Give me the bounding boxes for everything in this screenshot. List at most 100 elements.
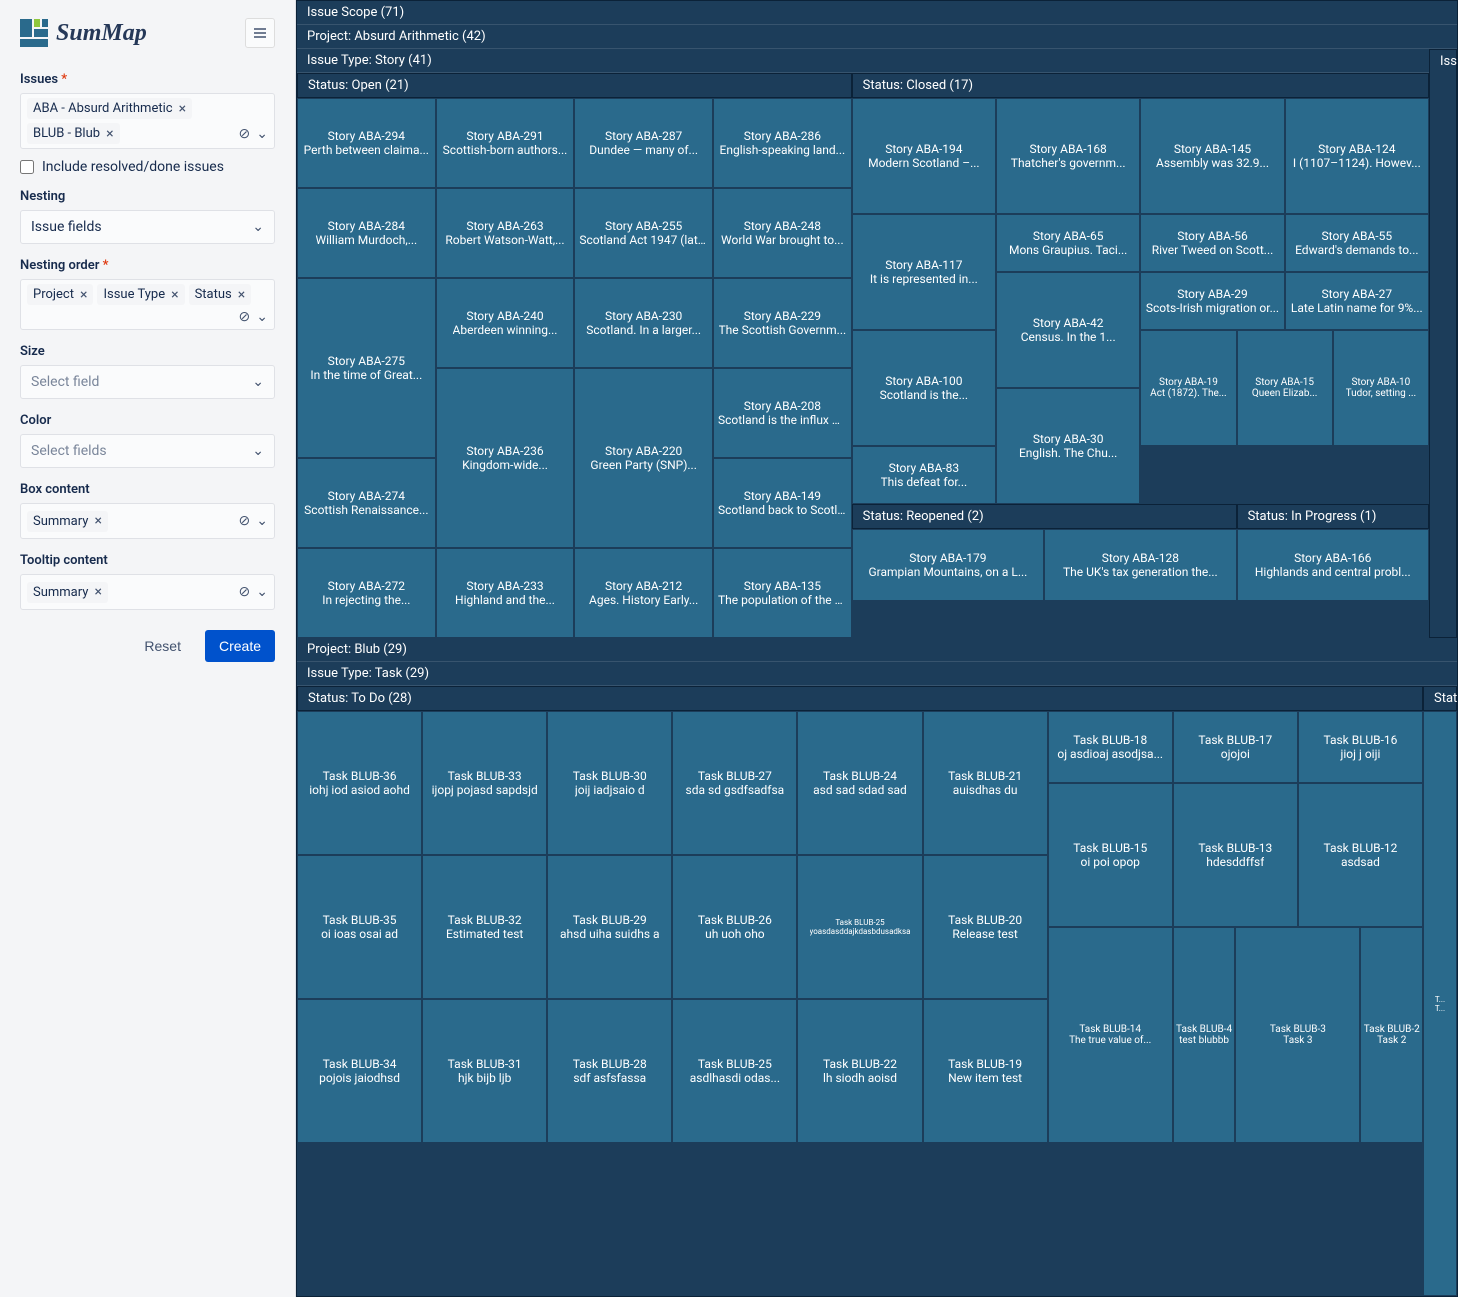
treemap-cell[interactable]: Task BLUB-13hdesddffsf <box>1173 783 1298 927</box>
treemap-cell[interactable]: Story ABA-128The UK's tax generation the… <box>1044 529 1236 601</box>
treemap-cell[interactable]: Story ABA-179Grampian Mountains, on a L.… <box>852 529 1044 601</box>
treemap-cell[interactable]: Story ABA-274Scottish Renaissance... <box>297 458 436 548</box>
treemap-cell[interactable]: Story ABA-27Late Latin name for 9%... <box>1285 272 1429 330</box>
treemap-cell[interactable]: Story ABA-233Highland and the... <box>436 548 575 638</box>
treemap-cell[interactable]: Task BLUB-25yoasdasddajkdasbdusadksa <box>797 855 922 999</box>
menu-toggle-button[interactable] <box>245 18 275 48</box>
treemap-cell[interactable]: Story ABA-65Mons Graupius. Taci... <box>996 214 1140 272</box>
treemap-cell[interactable]: Task BLUB-24asd sad sdad sad <box>797 711 922 855</box>
remove-tag-icon[interactable]: × <box>238 288 245 302</box>
treemap-canvas: Issue Scope (71) Project: Absurd Arithme… <box>295 0 1458 1297</box>
treemap-cell[interactable]: Story ABA-284William Murdoch,... <box>297 188 436 278</box>
remove-tag-icon[interactable]: × <box>106 127 113 141</box>
treemap-cell[interactable]: Task BLUB-35oi ioas osai ad <box>297 855 422 999</box>
treemap-cell[interactable]: Task BLUB-17ojojoi <box>1173 711 1298 783</box>
treemap-cell[interactable]: Task BLUB-14The true value of... <box>1048 927 1173 1143</box>
tooltip-content-tag-input[interactable]: Summary× ⊘⌄ <box>20 574 275 610</box>
treemap-cell[interactable]: Story ABA-248World War brought to... <box>713 188 852 278</box>
treemap-cell[interactable]: Task BLUB-22lh siodh aoisd <box>797 999 922 1143</box>
box-content-tag-input[interactable]: Summary× ⊘⌄ <box>20 503 275 539</box>
treemap-cell[interactable]: Story ABA-30English. The Chu... <box>996 388 1140 504</box>
nesting-select[interactable]: Issue fields ⌄ <box>20 210 275 244</box>
treemap-cell[interactable]: Story ABA-100Scotland is the... <box>852 330 996 446</box>
chevron-down-icon[interactable]: ⌄ <box>256 584 268 600</box>
treemap-cell[interactable]: Story ABA-236Kingdom-wide... <box>436 368 575 548</box>
clear-all-icon[interactable]: ⊘ <box>239 309 251 325</box>
treemap-cell[interactable]: Story ABA-291Scottish-born authors... <box>436 98 575 188</box>
treemap-cell[interactable]: Task BLUB-27sda sd gsdfsadfsa <box>672 711 797 855</box>
treemap-cell[interactable]: Task BLUB-2Task 2 <box>1360 927 1423 1143</box>
treemap-cell[interactable]: Story ABA-294Perth between claima... <box>297 98 436 188</box>
treemap-cell[interactable]: Task BLUB-4test blubbb <box>1173 927 1236 1143</box>
size-select[interactable]: Select field ⌄ <box>20 365 275 399</box>
treemap-cell[interactable]: Story ABA-240Aberdeen winning... <box>436 278 575 368</box>
chevron-down-icon[interactable]: ⌄ <box>256 126 268 142</box>
chevron-down-icon[interactable]: ⌄ <box>256 513 268 529</box>
treemap-cell[interactable]: Task BLUB-16jioj j oiji <box>1298 711 1423 783</box>
treemap-cell[interactable]: Story ABA-229The Scottish Governm... <box>713 278 852 368</box>
treemap-cell[interactable]: Task BLUB-19New item test <box>923 999 1048 1143</box>
treemap-cell[interactable]: Story ABA-194Modern Scotland –... <box>852 98 996 214</box>
treemap-cell[interactable]: Story ABA-29Scots-Irish migration or... <box>1140 272 1284 330</box>
chevron-down-icon[interactable]: ⌄ <box>256 309 268 325</box>
remove-tag-icon[interactable]: × <box>94 514 101 528</box>
treemap-cell[interactable]: Story ABA-55Edward's demands to... <box>1285 214 1429 272</box>
treemap-cell[interactable]: Story ABA-56River Tweed on Scott... <box>1140 214 1284 272</box>
reset-button[interactable]: Reset <box>130 630 195 662</box>
treemap-cell[interactable]: Story ABA-208Scotland is the influx of..… <box>713 368 852 458</box>
remove-tag-icon[interactable]: × <box>179 102 186 116</box>
issues-tag-input[interactable]: ABA - Absurd Arithmetic× BLUB - Blub× ⊘⌄ <box>20 93 275 149</box>
treemap-cell[interactable]: T... T... <box>1423 711 1457 1296</box>
clear-all-icon[interactable]: ⊘ <box>239 126 251 142</box>
treemap-cell[interactable]: Task BLUB-26uh uoh oho <box>672 855 797 999</box>
treemap-cell[interactable]: Task BLUB-33ijopj pojasd sapdsjd <box>422 711 547 855</box>
treemap-cell[interactable]: Story ABA-19Act (1872). The... <box>1140 330 1236 446</box>
treemap-cell[interactable]: Story ABA-149Scotland back to Scotland..… <box>713 458 852 548</box>
treemap-cell[interactable]: Task BLUB-28sdf asfsfassa <box>547 999 672 1143</box>
treemap-cell[interactable]: Story ABA-272In rejecting the... <box>297 548 436 638</box>
treemap-cell[interactable]: Story ABA-168Thatcher's governm... <box>996 98 1140 214</box>
treemap-cell[interactable]: Task BLUB-29ahsd uiha suidhs a <box>547 855 672 999</box>
clear-all-icon[interactable]: ⊘ <box>239 584 251 600</box>
treemap-cell[interactable]: Story ABA-145Assembly was 32.9... <box>1140 98 1284 214</box>
treemap-cell[interactable]: Task BLUB-12asdsad <box>1298 783 1423 927</box>
remove-tag-icon[interactable]: × <box>94 585 101 599</box>
treemap-cell[interactable]: Task BLUB-31hjk bijb ljb <box>422 999 547 1143</box>
treemap-cell[interactable]: Story ABA-124I (1107–1124). Howev... <box>1285 98 1429 214</box>
treemap-cell[interactable]: Story ABA-135The population of the west … <box>713 548 852 638</box>
treemap-cell[interactable]: Task BLUB-34pojois jaiodhsd <box>297 999 422 1143</box>
treemap-cell[interactable]: Story ABA-255Scotland Act 1947 (later... <box>574 188 713 278</box>
treemap-cell[interactable]: Task BLUB-3Task 3 <box>1235 927 1360 1143</box>
nesting-order-tag-input[interactable]: Project× Issue Type× Status× ⊘⌄ <box>20 279 275 330</box>
treemap-cell[interactable]: Story ABA-286English-speaking land... <box>713 98 852 188</box>
treemap-cell[interactable]: Story ABA-15Queen Elizab... <box>1237 330 1333 446</box>
tooltip-content-label: Tooltip content <box>20 553 275 568</box>
treemap-cell[interactable]: Task BLUB-21auisdhas du <box>923 711 1048 855</box>
color-select[interactable]: Select fields ⌄ <box>20 434 275 468</box>
treemap-cell[interactable]: Story ABA-10Tudor, setting ... <box>1333 330 1429 446</box>
treemap-cell[interactable]: Task BLUB-32Estimated test <box>422 855 547 999</box>
treemap-cell[interactable]: Task BLUB-36iohj iod asiod aohd <box>297 711 422 855</box>
treemap-cell[interactable]: Task BLUB-25asdlhasdi odas... <box>672 999 797 1143</box>
treemap-cell[interactable]: Story ABA-263Robert Watson-Watt,... <box>436 188 575 278</box>
treemap-cell[interactable]: Task BLUB-20Release test <box>923 855 1048 999</box>
clear-all-icon[interactable]: ⊘ <box>239 513 251 529</box>
treemap-cell[interactable]: Task BLUB-18oj asdioaj asodjsa... <box>1048 711 1173 783</box>
chevron-down-icon: ⌄ <box>252 443 264 459</box>
remove-tag-icon[interactable]: × <box>80 288 87 302</box>
nesting-label: Nesting <box>20 189 275 204</box>
include-resolved-checkbox[interactable] <box>20 160 34 174</box>
treemap-cell[interactable]: Story ABA-42Census. In the 1... <box>996 272 1140 388</box>
treemap-cell[interactable]: Story ABA-287Dundee — many of... <box>574 98 713 188</box>
create-button[interactable]: Create <box>205 630 275 662</box>
treemap-cell[interactable]: Story ABA-166Highlands and central probl… <box>1237 529 1429 601</box>
remove-tag-icon[interactable]: × <box>171 288 178 302</box>
treemap-cell[interactable]: Story ABA-117It is represented in... <box>852 214 996 330</box>
treemap-cell[interactable]: Story ABA-230Scotland. In a larger... <box>574 278 713 368</box>
treemap-cell[interactable]: Story ABA-220Green Party (SNP)... <box>574 368 713 548</box>
treemap-cell[interactable]: Task BLUB-15oi poi opop <box>1048 783 1173 927</box>
treemap-cell[interactable]: Task BLUB-30joij iadjsaio d <box>547 711 672 855</box>
treemap-cell[interactable]: Story ABA-83This defeat for... <box>852 446 996 504</box>
treemap-cell[interactable]: Story ABA-212Ages. History Early... <box>574 548 713 638</box>
treemap-cell[interactable]: Story ABA-275In the time of Great... <box>297 278 436 458</box>
